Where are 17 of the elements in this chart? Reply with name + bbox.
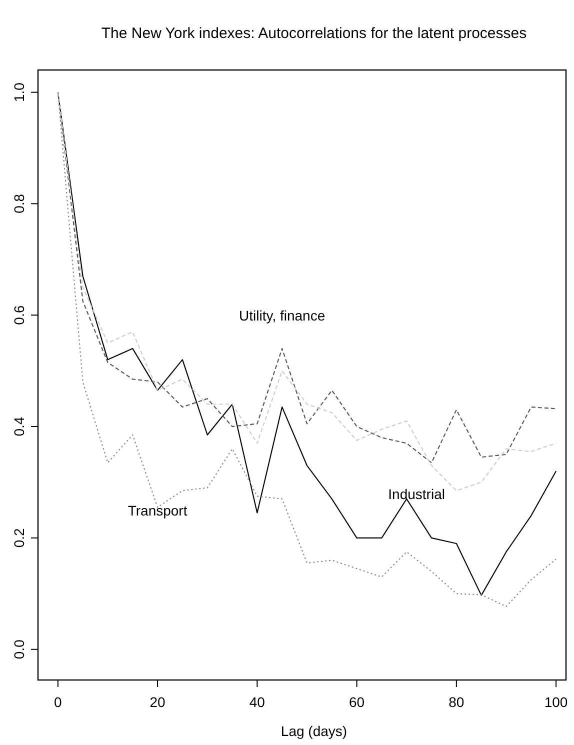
y-tick-label: 1.0 <box>11 82 27 102</box>
x-tick-label: 60 <box>349 694 365 710</box>
chart-title: The New York indexes: Autocorrelations for the latent processes <box>101 25 527 42</box>
x-tick-label: 40 <box>249 694 266 710</box>
x-tick-label: 100 <box>544 694 568 710</box>
y-tick-label: 0.0 <box>11 639 27 660</box>
x-tick-label: 20 <box>150 694 166 710</box>
x-axis-title: Lag (days) <box>280 723 348 739</box>
y-tick-label: 0.8 <box>11 194 27 214</box>
y-tick-label: 0.4 <box>11 416 27 436</box>
x-tick-label: 0 <box>54 694 62 710</box>
y-tick-label: 0.2 <box>11 528 27 548</box>
y-tick-label: 0.6 <box>11 305 27 325</box>
annotation: Industrial <box>388 486 445 502</box>
x-tick-label: 80 <box>448 694 464 710</box>
annotation: Transport <box>128 502 188 519</box>
annotation: Utility, finance <box>239 308 326 324</box>
